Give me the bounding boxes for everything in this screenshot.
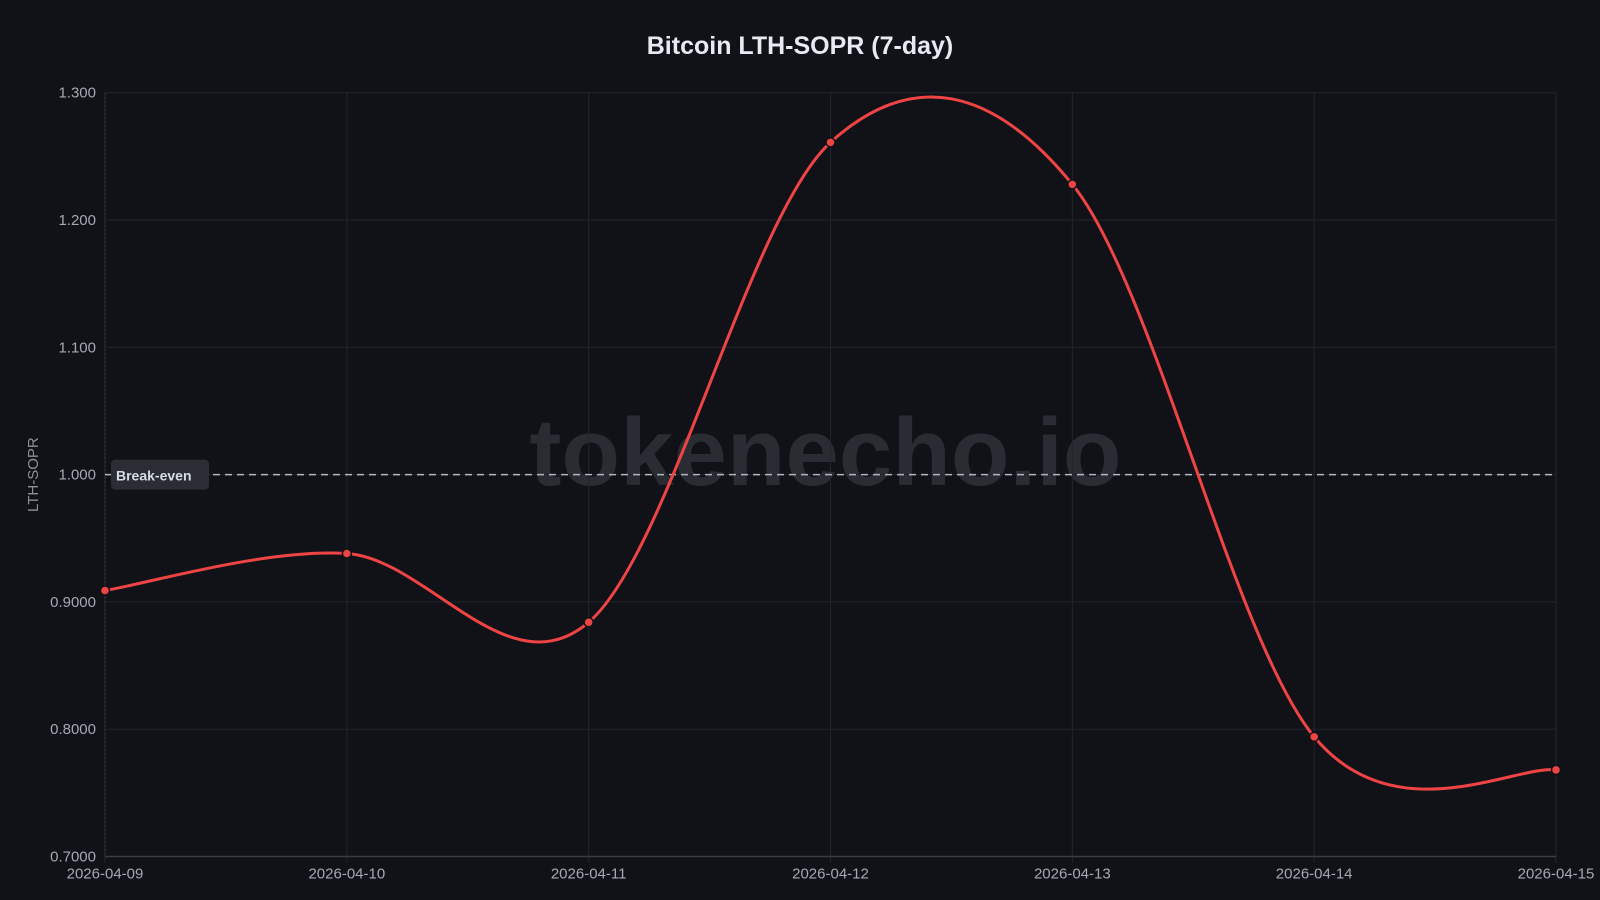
y-tick-label: 1.000: [58, 467, 96, 484]
break-even-label-bg: [111, 459, 209, 490]
watermark-text: tokenecho.io: [529, 399, 1121, 506]
x-tick-label: 2026-04-14: [1276, 866, 1353, 883]
y-tick-label: 0.9000: [50, 594, 96, 611]
y-tick-label: 1.100: [58, 339, 96, 356]
y-tick-label: 0.7000: [50, 849, 96, 866]
y-axis-title: LTH-SOPR: [25, 437, 42, 512]
x-tick-label: 2026-04-12: [792, 866, 869, 883]
data-point: [341, 548, 353, 559]
y-tick-label: 0.8000: [50, 721, 96, 738]
x-tick-label: 2026-04-13: [1034, 866, 1111, 883]
x-tick-label: 2026-04-11: [551, 866, 627, 883]
x-tick-label: 2026-04-15: [1518, 866, 1595, 883]
data-point: [1067, 179, 1078, 190]
break-even-label: Break-even: [116, 468, 192, 484]
data-point: [583, 617, 594, 628]
y-tick-label: 1.300: [58, 85, 96, 102]
chart-title: Bitcoin LTH-SOPR (7-day): [646, 32, 954, 60]
data-point: [99, 585, 111, 596]
y-tick-label: 1.200: [58, 212, 96, 229]
data-point: [825, 137, 836, 148]
data-point: [1550, 764, 1562, 776]
data-point: [1308, 731, 1320, 743]
x-tick-label: 2026-04-09: [67, 866, 144, 883]
x-tick-label: 2026-04-10: [308, 866, 385, 883]
